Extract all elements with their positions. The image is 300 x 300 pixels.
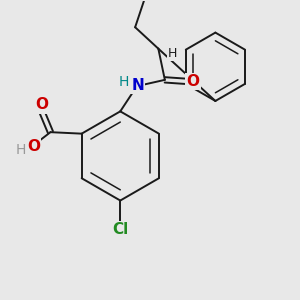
Text: N: N	[131, 78, 144, 93]
Text: H: H	[168, 47, 177, 61]
Text: H: H	[16, 143, 26, 157]
Text: Cl: Cl	[112, 222, 128, 237]
Text: H: H	[119, 75, 129, 89]
Text: O: O	[35, 97, 48, 112]
Text: O: O	[27, 139, 40, 154]
Text: O: O	[186, 74, 199, 89]
